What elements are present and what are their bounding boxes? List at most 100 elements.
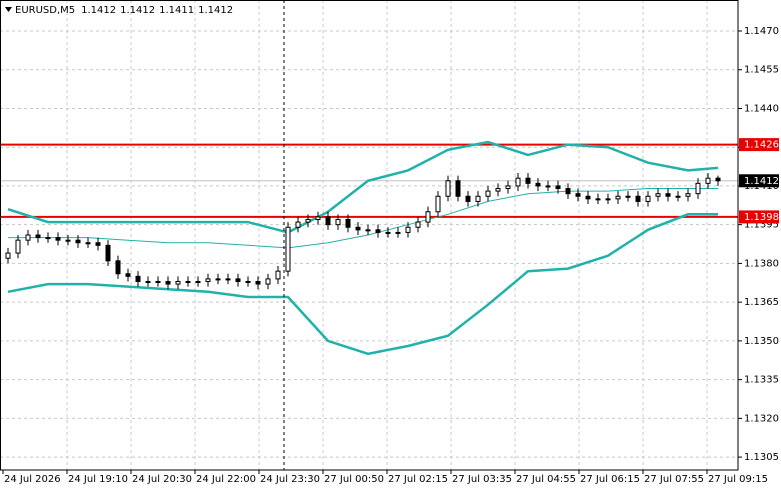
level-label-box: [739, 138, 779, 152]
candle-body: [695, 182, 701, 195]
candle-body: [605, 198, 611, 201]
x-tick-label: 24 Jul 19:10: [68, 474, 128, 485]
candle-body: [715, 177, 721, 182]
candle-body: [325, 216, 331, 226]
candle-body: [705, 177, 711, 184]
label-layer: 1.1305 1.1320 1.1335 1.1350 1.1365 1.1380 1.13…: [4, 26, 779, 485]
candle-body: [245, 280, 251, 283]
candle-body: [15, 239, 21, 254]
y-tick-label: 1.1470: [744, 26, 779, 37]
band-line: [7, 213, 718, 356]
y-tick-label: 1.1320: [744, 413, 779, 424]
candle-body: [185, 280, 191, 283]
x-tick-label: 27 Jul 00:50: [324, 474, 384, 485]
x-tick-label: 27 Jul 02:15: [388, 474, 448, 485]
candle-body: [425, 211, 431, 223]
candle-body: [385, 231, 391, 234]
level-label-box: [739, 210, 779, 224]
band-line: [7, 140, 719, 234]
candle-body: [235, 278, 241, 282]
candle-body: [85, 242, 91, 245]
x-tick-label: 27 Jul 06:15: [580, 474, 640, 485]
candle-body: [475, 195, 481, 202]
candle-body: [265, 278, 271, 285]
x-tick-label: 24 Jul 22:00: [196, 474, 256, 485]
y-tick-label: 1.1455: [744, 65, 779, 76]
quote-high: 1.1412: [120, 5, 155, 16]
candle-body: [35, 234, 41, 239]
y-tick-label: 1.1335: [744, 375, 779, 386]
candle-body: [625, 195, 631, 198]
y-tick-label: 1.1365: [744, 297, 779, 308]
candle-body: [205, 278, 211, 282]
candle-body: [395, 231, 401, 234]
candle-body: [315, 216, 321, 221]
candle-body: [355, 226, 361, 231]
x-tick-label: 27 Jul 04:55: [516, 474, 576, 485]
candle-body: [125, 273, 131, 277]
candle-body: [145, 280, 151, 283]
candle-body: [665, 193, 671, 197]
candle-body: [585, 195, 591, 200]
x-tick-label: 27 Jul 07:55: [644, 474, 704, 485]
candle-body: [465, 195, 471, 202]
x-tick-label: 24 Jul 2026: [4, 474, 61, 485]
candle-body: [165, 280, 171, 285]
x-tick-label: 27 Jul 03:35: [452, 474, 512, 485]
candle-body: [285, 226, 291, 272]
candle-body: [485, 190, 491, 197]
y-tick-label: 1.1350: [744, 336, 779, 347]
y-tick-label: 1.1380: [744, 258, 779, 269]
candle-body: [155, 280, 161, 283]
candle-body: [365, 229, 371, 232]
level-label: 1.1426: [744, 140, 779, 151]
mark-layer: [0, 140, 738, 356]
x-tick-label: 24 Jul 20:30: [132, 474, 192, 485]
x-tick-label: 27 Jul 09:15: [708, 474, 768, 485]
quote-low: 1.1411: [159, 5, 194, 16]
candle-body: [535, 182, 541, 187]
candle-body: [505, 185, 511, 190]
candle-body: [95, 242, 101, 246]
candle-body: [545, 185, 551, 188]
candle-body: [55, 237, 61, 241]
x-tick-label: 24 Jul 23:30: [260, 474, 320, 485]
candle-body: [305, 219, 311, 223]
candle-body: [65, 239, 71, 242]
grid-layer: [0, 0, 742, 474]
candle-body: [335, 219, 341, 226]
candle-body: [345, 219, 351, 228]
level-label: 1.1398: [744, 212, 779, 223]
candle-body: [105, 244, 111, 262]
candle-body: [225, 278, 231, 281]
y-tick-label: 1.1395: [744, 220, 779, 231]
candle-body: [555, 185, 561, 190]
candle-body: [675, 195, 681, 198]
candle-body: [405, 226, 411, 233]
candle-body: [5, 252, 11, 259]
candle-body: [195, 280, 201, 283]
quote-open: 1.1412: [81, 5, 116, 16]
quote-close: 1.1412: [198, 5, 233, 16]
symbol: EURUSD,M5: [15, 5, 75, 16]
candle-body: [595, 198, 601, 201]
candle-body: [565, 188, 571, 195]
candle-body: [435, 195, 441, 213]
candle-body: [615, 195, 621, 200]
y-tick-label: 1.1440: [744, 103, 779, 114]
candle-body: [295, 221, 301, 228]
candle-body: [525, 177, 531, 184]
candle-body: [135, 275, 141, 282]
candle-body: [375, 229, 381, 233]
price-label-box: [739, 174, 779, 188]
menu-triangle: [5, 7, 12, 12]
candle-body: [215, 278, 221, 281]
chart-header: EURUSD,M5 1.1412 1.1412 1.1411 1.1412: [15, 5, 233, 16]
plot-frame: [0, 0, 739, 471]
candle-body: [495, 188, 501, 192]
candle-body: [575, 193, 581, 197]
candle-body: [45, 237, 51, 240]
